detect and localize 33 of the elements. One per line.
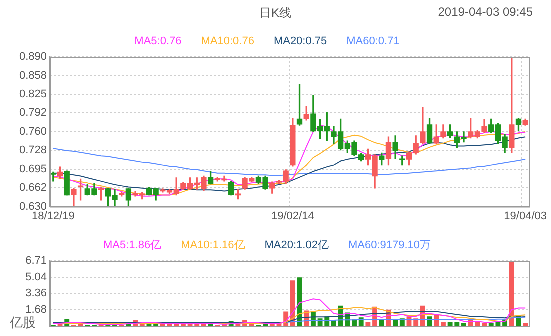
bar — [509, 261, 514, 326]
text: MA5:1.86亿 — [103, 240, 162, 252]
y-tick-label: 0.890 — [19, 51, 47, 64]
y-tick-label: 0.695 — [19, 163, 47, 176]
candlestick — [50, 172, 56, 182]
y-tick-label: 3.36 — [26, 288, 47, 300]
text: MA10:0.76 — [201, 36, 254, 48]
text: MA60:9179.10万 — [348, 240, 432, 252]
text: MA10:1.16亿 — [181, 240, 246, 252]
text: MA20:0.75 — [274, 36, 328, 48]
y-tick-label: 0.728 — [19, 144, 47, 157]
y-tick-label: 5.04 — [26, 271, 47, 284]
bar — [366, 322, 371, 326]
y-axis-title: 亿股 — [10, 314, 36, 332]
bar — [393, 320, 398, 326]
y-tick-label: 0.662 — [19, 182, 47, 194]
y-tick-label: 0.825 — [19, 88, 47, 100]
y-tick-label: 0.792 — [19, 107, 47, 120]
text: MA20:1.02亿 — [264, 240, 329, 252]
y-tick-label: 0.760 — [19, 126, 47, 138]
bar — [440, 322, 446, 326]
chart-subtitle: 2019-04-03 09:45 — [438, 5, 533, 19]
text: MA5:0.76 — [134, 36, 182, 48]
x-tick-label: 19/04/03 — [504, 210, 547, 222]
y-tick-label: 1.68 — [26, 304, 47, 316]
x-tick-label: 19/02/14 — [272, 210, 314, 222]
text: MA60:0.71 — [346, 36, 400, 48]
y-tick-label: 6.71 — [26, 255, 47, 268]
y-tick-label: 0.630 — [19, 200, 47, 213]
chart-title: 日K线 — [259, 6, 292, 20]
y-tick-label: 0.858 — [19, 70, 47, 82]
x-tick-label: 18/12/19 — [32, 210, 75, 222]
bar — [523, 322, 528, 326]
